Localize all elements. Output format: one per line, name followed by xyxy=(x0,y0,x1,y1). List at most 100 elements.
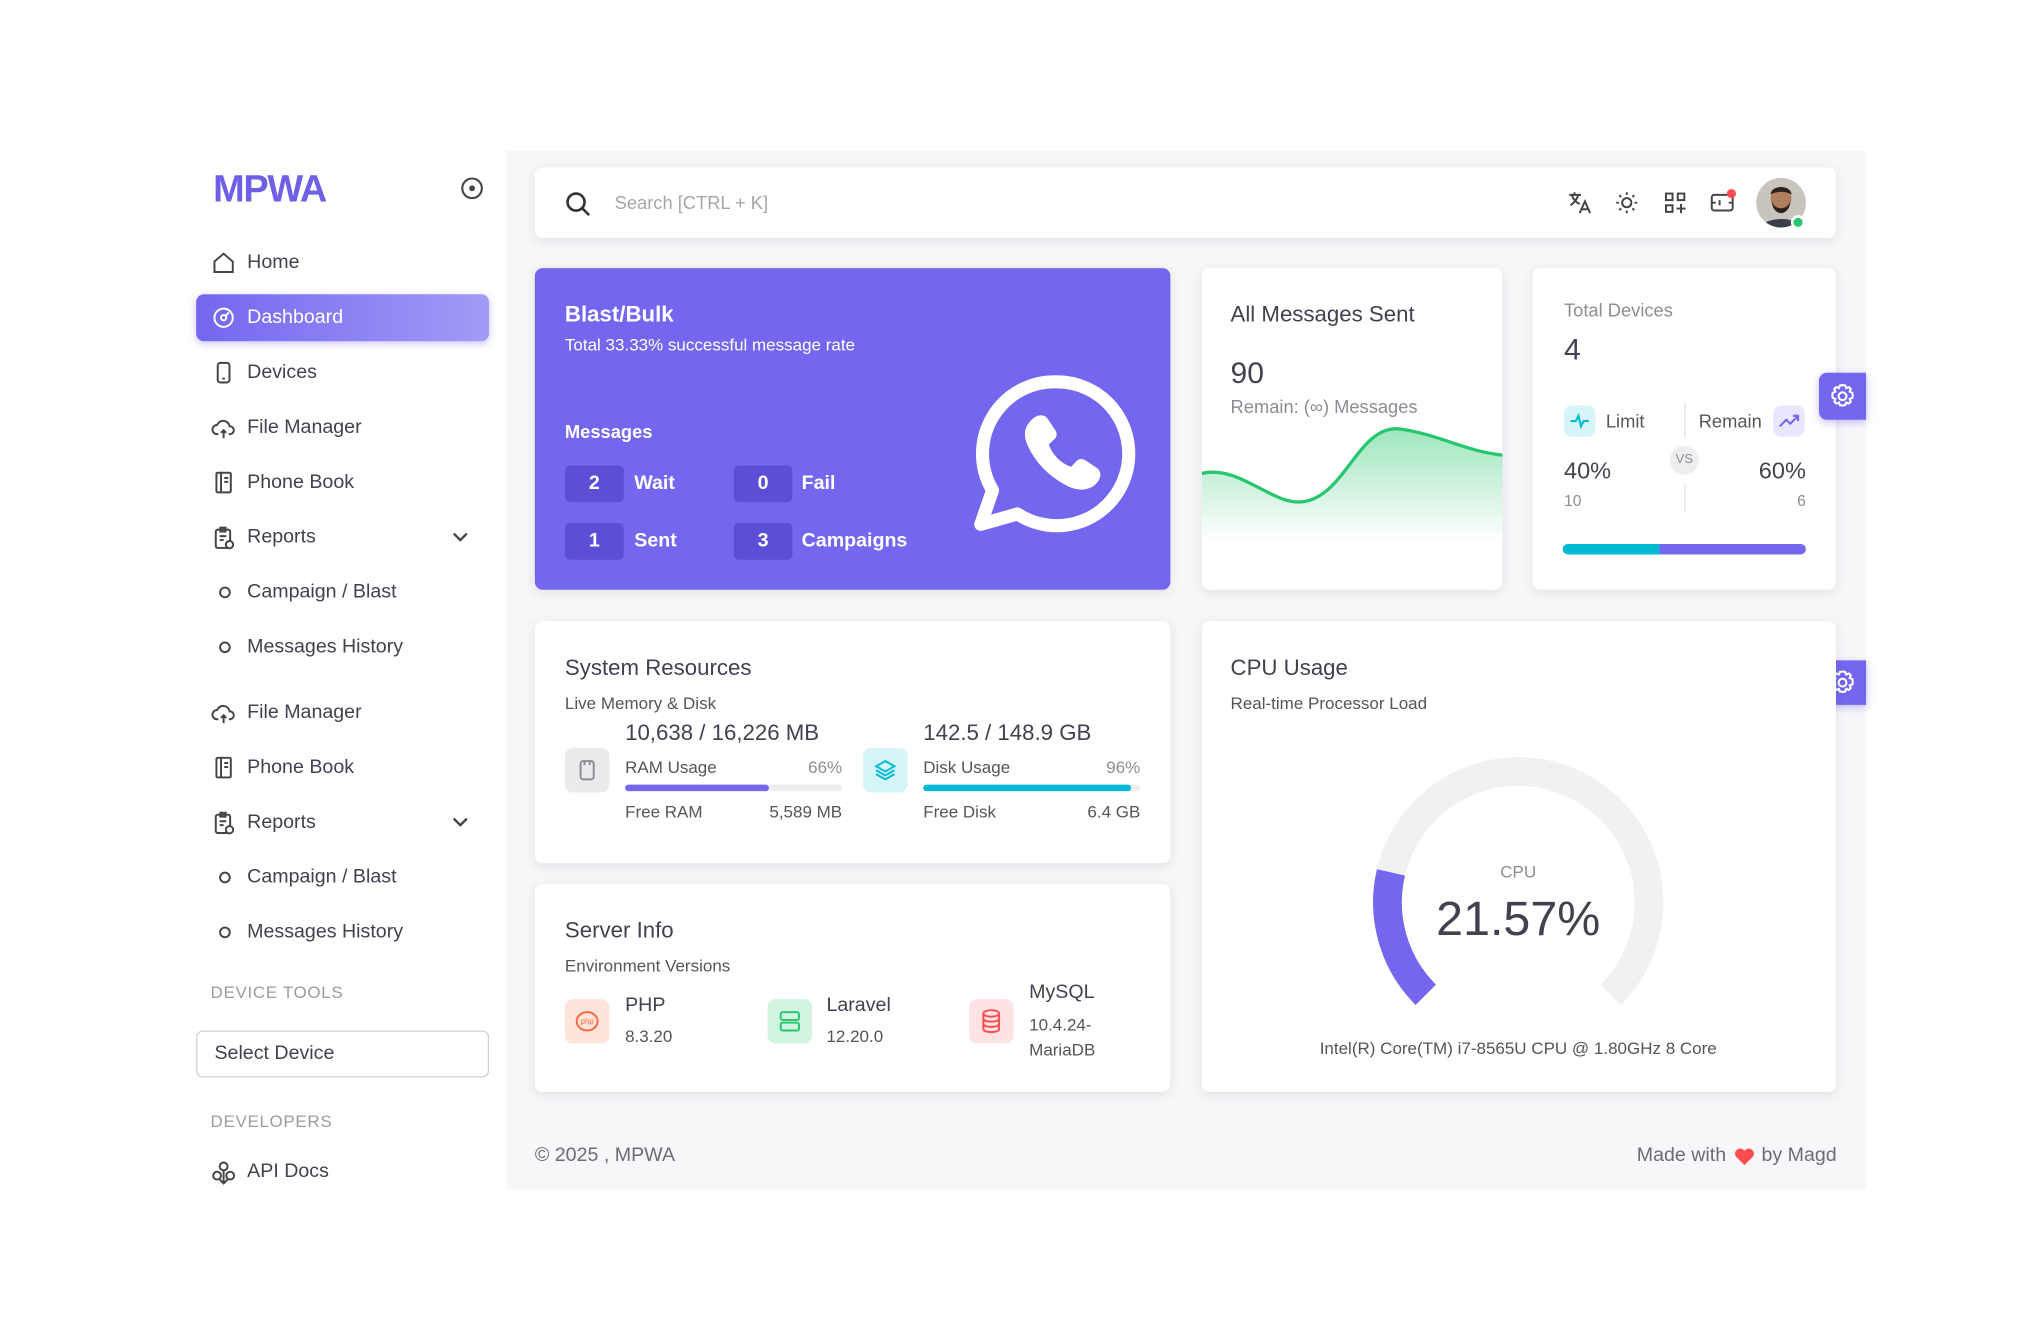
nav-item[interactable]: File Manager xyxy=(196,404,489,451)
server-version: 8.3.20 xyxy=(625,1026,673,1047)
collapse-toggle[interactable] xyxy=(460,177,484,201)
card-subtitle: Environment Versions xyxy=(564,955,731,976)
remain-text: Remain: (∞) Messages xyxy=(1230,396,1418,418)
vs-badge: VS xyxy=(1669,445,1699,475)
server-info-card xyxy=(534,884,1171,1092)
remain-percent: 60% xyxy=(1758,457,1806,484)
nav-item[interactable]: Dashboard xyxy=(196,294,490,342)
server-version: 12.20.0 xyxy=(826,1026,884,1047)
card-subtitle: Real-time Processor Load xyxy=(1230,693,1428,713)
card-title: CPU Usage xyxy=(1230,655,1348,680)
limit-percent: 40% xyxy=(1564,457,1612,484)
ram-icon xyxy=(564,748,610,793)
notifications-icon[interactable] xyxy=(1709,187,1738,216)
stat-label: Wait xyxy=(634,472,675,495)
section-heading: DEVELOPERS xyxy=(210,1111,333,1132)
language-icon[interactable] xyxy=(1567,190,1593,216)
whatsapp-icon xyxy=(974,375,1136,533)
free-ram: 5,589 MB xyxy=(769,801,843,822)
laravel-icon xyxy=(767,999,813,1044)
nav-icon xyxy=(219,641,231,654)
nav-icon xyxy=(215,471,232,494)
nav-item[interactable]: Phone Book xyxy=(196,459,489,506)
nav-label: Reports xyxy=(247,525,316,548)
svg-text:php: php xyxy=(581,1017,595,1026)
logo: MPWA xyxy=(213,168,327,211)
free-ram-label: Free RAM xyxy=(625,801,703,822)
shortcuts-icon[interactable] xyxy=(1662,190,1688,216)
divider xyxy=(1684,402,1686,439)
nav-icon xyxy=(211,704,235,724)
card-subtitle: Live Memory & Disk xyxy=(564,693,717,713)
disk-percent: 96% xyxy=(1106,757,1141,777)
disk-icon xyxy=(863,748,908,793)
select-device[interactable]: Select Device xyxy=(196,1030,490,1078)
nav-icon xyxy=(215,756,232,779)
nav-label: Dashboard xyxy=(247,306,344,329)
divider xyxy=(1684,483,1686,513)
ram-total: 10,638 / 16,226 MB xyxy=(625,720,820,746)
messages-label: Messages xyxy=(564,421,653,442)
nav-item[interactable]: File Manager xyxy=(196,689,489,736)
sparkline xyxy=(1201,427,1503,543)
nav-item[interactable]: Devices xyxy=(196,349,489,396)
php-icon: php xyxy=(564,999,610,1044)
nav-item[interactable]: Messages History xyxy=(196,624,489,671)
limit-segment xyxy=(1562,544,1660,555)
nav-label: Home xyxy=(247,251,300,274)
nav-item[interactable]: Messages History xyxy=(196,909,489,956)
nav-icon xyxy=(214,526,235,550)
blast-card xyxy=(534,268,1171,590)
api-icon xyxy=(212,1161,236,1185)
server-name: MySQL xyxy=(1029,980,1095,1003)
nav-item[interactable]: Home xyxy=(196,239,489,286)
remain-label: Remain xyxy=(1698,410,1762,432)
nav-label: Messages History xyxy=(247,635,404,658)
gauge-label: CPU xyxy=(1500,861,1537,882)
topbar xyxy=(534,167,1836,238)
stat-label: Campaigns xyxy=(801,529,908,552)
remain-segment xyxy=(1659,544,1806,555)
card-subtitle: Total 33.33% successful message rate xyxy=(564,334,856,355)
search-icon xyxy=(566,192,591,217)
nav-item[interactable]: Phone Book xyxy=(196,744,489,791)
disk-track xyxy=(923,784,1141,792)
limit-icon xyxy=(1564,405,1596,437)
limit-count: 10 xyxy=(1564,491,1582,510)
stat-count: 0 xyxy=(733,465,793,503)
chevron xyxy=(452,532,468,542)
disk-total: 142.5 / 148.9 GB xyxy=(923,720,1092,746)
nav-label: Messages History xyxy=(247,920,404,943)
nav-icon xyxy=(219,871,231,884)
chevron xyxy=(452,817,468,827)
card-title: Blast/Bulk xyxy=(564,302,674,327)
nav-label: Phone Book xyxy=(247,755,355,779)
card-title: System Resources xyxy=(564,655,752,680)
nav-item[interactable]: Reports xyxy=(196,514,489,561)
stat-count: 2 xyxy=(564,465,624,503)
settings-button[interactable] xyxy=(1819,372,1867,420)
nav-item[interactable]: Campaign / Blast xyxy=(196,854,489,901)
devices-count: 4 xyxy=(1564,332,1581,367)
nav-icon xyxy=(219,586,231,599)
avatar[interactable] xyxy=(1755,177,1810,232)
ram-percent: 66% xyxy=(808,757,843,777)
nav-item[interactable]: Reports xyxy=(196,799,489,846)
nav-item[interactable]: Campaign / Blast xyxy=(196,569,489,616)
messages-count: 90 xyxy=(1230,355,1265,390)
remain-icon xyxy=(1773,405,1805,437)
search-input[interactable]: Search [CTRL + K] xyxy=(614,192,769,214)
server-name: Laravel xyxy=(826,993,891,1017)
theme-icon[interactable] xyxy=(1614,190,1640,216)
system-resources-card xyxy=(534,621,1171,864)
disk-label: Disk Usage xyxy=(923,757,1011,777)
disk-bar xyxy=(923,784,1132,792)
ram-label: RAM Usage xyxy=(625,757,717,777)
ram-track xyxy=(625,784,843,792)
stat-count: 1 xyxy=(564,523,624,560)
server-version: 10.4.24-MariaDB xyxy=(1029,1014,1096,1060)
nav-label: File Manager xyxy=(247,415,362,439)
nav-item[interactable]: API Docs xyxy=(247,1159,329,1183)
